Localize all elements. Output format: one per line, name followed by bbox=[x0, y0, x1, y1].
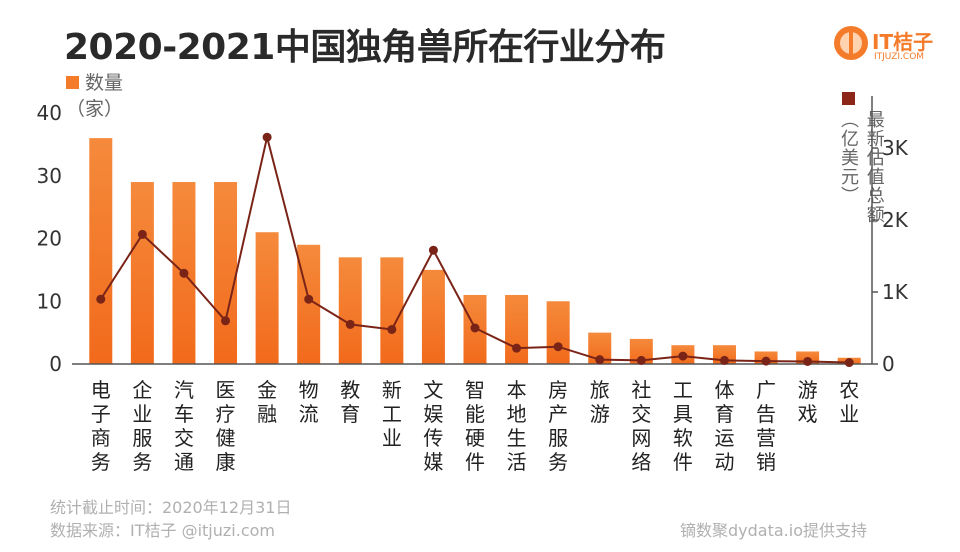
y-left-tick-0: 0 bbox=[49, 352, 62, 376]
category-label-0: 电子商务 bbox=[90, 378, 111, 474]
valuation-point-14 bbox=[678, 351, 688, 361]
legend-line-swatch bbox=[842, 92, 855, 105]
bar-12 bbox=[588, 332, 612, 364]
category-label-4: 金融 bbox=[257, 378, 278, 426]
valuation-point-4 bbox=[262, 132, 272, 142]
category-label-5: 物流 bbox=[298, 378, 319, 426]
bar-6 bbox=[338, 257, 362, 364]
category-label-3: 医疗健康 bbox=[215, 378, 236, 474]
category-label-12: 旅游 bbox=[589, 378, 610, 426]
y-right-tick-2: 2K bbox=[882, 208, 909, 232]
category-label-8: 文娱传媒 bbox=[423, 378, 444, 474]
bar-4 bbox=[255, 232, 279, 364]
valuation-point-13 bbox=[636, 355, 646, 365]
y-left-tick-1: 10 bbox=[37, 289, 62, 313]
valuation-point-8 bbox=[428, 245, 438, 255]
category-label-13: 社交网络 bbox=[631, 378, 652, 474]
y-right-tick-1: 1K bbox=[882, 280, 909, 304]
legend-valuation-label: 最新估值总额 bbox=[866, 110, 885, 226]
page-title: 2020-2021中国独角兽所在行业分布 bbox=[64, 27, 666, 68]
y-left-tick-4: 40 bbox=[37, 101, 62, 125]
orange-logo-icon bbox=[834, 26, 868, 60]
valuation-point-18 bbox=[844, 358, 854, 368]
valuation-point-15 bbox=[719, 355, 729, 365]
bar-1 bbox=[130, 182, 154, 364]
valuation-point-7 bbox=[387, 324, 397, 334]
logo-name: IT桔子 bbox=[872, 30, 934, 54]
brand-logo: IT桔子 ITJUZI.COM bbox=[834, 24, 954, 70]
legend-valuation: ︵ 亿美元 ︶ 最新估值总额 bbox=[840, 92, 886, 225]
bar-8 bbox=[421, 269, 445, 364]
category-label-18: 农业 bbox=[839, 378, 860, 426]
legend-count: 数量 （家） bbox=[66, 70, 123, 122]
category-label-14: 工具软件 bbox=[672, 378, 693, 474]
data-source: 数据来源：IT桔子 @itjuzi.com bbox=[50, 521, 275, 540]
y-right-tick-0: 0 bbox=[882, 352, 895, 376]
category-label-17: 游戏 bbox=[797, 378, 818, 426]
category-label-6: 教育 bbox=[340, 378, 361, 426]
bar-0 bbox=[89, 138, 113, 364]
stat-date: 统计截止时间：2020年12月31日 bbox=[50, 498, 292, 517]
valuation-point-17 bbox=[803, 356, 813, 366]
valuation-point-0 bbox=[96, 294, 106, 304]
legend-count-unit: （家） bbox=[66, 98, 124, 120]
valuation-point-2 bbox=[179, 268, 189, 278]
logo-url: ITJUZI.COM bbox=[874, 52, 925, 62]
valuation-point-16 bbox=[761, 356, 771, 366]
credit: 镝数聚dydata.io提供支持 bbox=[680, 521, 867, 540]
valuation-point-11 bbox=[553, 342, 563, 352]
legend-bar-swatch bbox=[66, 76, 79, 89]
valuation-point-10 bbox=[512, 343, 522, 353]
valuation-point-3 bbox=[221, 316, 231, 326]
category-label-10: 本地生活 bbox=[506, 378, 527, 474]
valuation-point-1 bbox=[137, 229, 147, 239]
y-right-tick-3: 3K bbox=[882, 136, 909, 160]
category-label-9: 智能硬件 bbox=[465, 378, 485, 474]
bar-3 bbox=[214, 182, 238, 364]
bar-11 bbox=[546, 301, 570, 364]
bar-13 bbox=[629, 338, 653, 364]
category-label-15: 体育运动 bbox=[714, 378, 735, 474]
bar-10 bbox=[505, 294, 529, 364]
valuation-point-12 bbox=[595, 355, 605, 365]
bar-7 bbox=[380, 257, 404, 364]
category-label-16: 广告营销 bbox=[756, 378, 777, 474]
category-label-2: 汽车交通 bbox=[173, 378, 194, 474]
legend-count-label: 数量 bbox=[85, 72, 124, 94]
valuation-point-5 bbox=[304, 294, 314, 304]
legend-valuation-unit: ︵ 亿美元 ︶ bbox=[841, 110, 859, 207]
category-label-7: 新工业 bbox=[381, 378, 402, 450]
category-label-1: 企业服务 bbox=[132, 378, 153, 474]
y-left-tick-2: 20 bbox=[37, 227, 62, 251]
valuation-point-9 bbox=[470, 323, 480, 333]
category-label-11: 房产服务 bbox=[548, 378, 569, 474]
y-left-tick-3: 30 bbox=[37, 164, 62, 188]
valuation-point-6 bbox=[345, 319, 355, 329]
